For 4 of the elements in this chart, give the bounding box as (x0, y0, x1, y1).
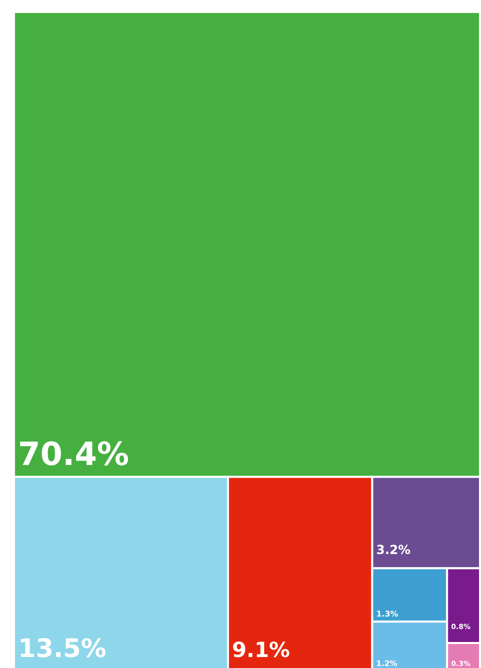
data-label: 70.4% (18, 434, 130, 473)
data-label: 9.1% (232, 638, 290, 662)
data-label: 3.2% (376, 542, 412, 558)
data-label: 13.5% (18, 634, 106, 664)
